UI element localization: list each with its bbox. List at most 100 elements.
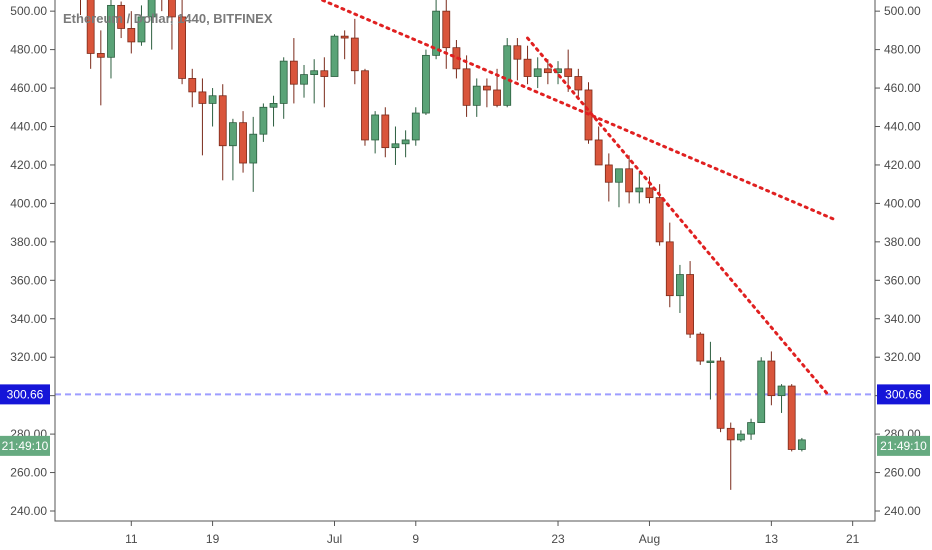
candle-up [330, 34, 339, 77]
plot-frame [54, 0, 876, 522]
candle-down [117, 1, 126, 39]
candle-up [107, 0, 115, 79]
candle-body [137, 16, 146, 43]
y-tick-label-right: 320.00 [884, 350, 921, 364]
candles [80, 0, 806, 490]
candle-body [96, 53, 105, 58]
candle-body [432, 10, 441, 56]
candle-up [371, 111, 380, 154]
x-tick-label: Aug [639, 532, 660, 546]
candle-body [107, 4, 115, 58]
candle-down [381, 107, 390, 158]
price-badges: 300.66 300.66 21:49:10 21:49:10 [0, 384, 930, 456]
y-tick-label-left: 320.00 [10, 350, 47, 364]
price-level-badge-right-text: 300.66 [885, 387, 922, 401]
candle-body [300, 74, 308, 85]
candle-down [168, 0, 176, 50]
candle-body [615, 168, 623, 183]
candle-body [625, 168, 634, 193]
candle-body [320, 70, 329, 77]
candle-down [198, 78, 207, 156]
candle-body [340, 35, 349, 39]
candle-up [269, 95, 278, 127]
trendline-dotted [526, 36, 829, 396]
candle-up [533, 57, 542, 89]
y-tick-label-left: 240.00 [10, 504, 47, 518]
countdown-badge-right-bg [877, 435, 930, 456]
y-tick-label-left: 360.00 [10, 273, 47, 287]
price-level-badge-right-bg [877, 384, 930, 405]
candle-body [178, 16, 187, 79]
y-tick-label-right: 240.00 [884, 504, 921, 518]
candle-down [361, 68, 369, 146]
candle-up [310, 59, 319, 104]
candle-body [503, 45, 512, 106]
candle-body [482, 85, 491, 91]
countdown-badge-left-text: 21:49:10 [2, 439, 49, 453]
candle-down [716, 357, 725, 433]
candle-down [513, 38, 522, 81]
candle-body [604, 164, 613, 183]
candle-up [706, 341, 715, 400]
candle-up [472, 78, 481, 117]
candle-down [86, 0, 95, 69]
y-tick-label-left: 480.00 [10, 43, 47, 57]
candle-up [147, 0, 156, 50]
candle-body [594, 139, 603, 166]
candle-body [737, 433, 745, 441]
candle-body [645, 187, 654, 199]
candle-body [797, 439, 806, 450]
candle-down [80, 0, 81, 15]
y-tick-label-right: 400.00 [884, 196, 921, 210]
y-tick-label-left: 460.00 [10, 81, 47, 95]
candle-body [533, 68, 542, 77]
candle-body [767, 360, 776, 397]
candle-down [604, 153, 613, 202]
candle-body [462, 68, 471, 106]
candle-body [86, 0, 95, 54]
y-tick-label-right: 480.00 [884, 43, 921, 57]
candle-up [300, 64, 308, 98]
axes: 240.00240.00260.00260.00280.00280.00300.… [10, 4, 921, 546]
y-tick-label-right: 380.00 [884, 235, 921, 249]
candle-body [574, 76, 583, 91]
candle-down [594, 126, 603, 166]
chart-title: Ethereum / Dollar, 1440, BITFINEX [63, 11, 273, 26]
candle-down [645, 176, 654, 204]
candle-body [381, 114, 390, 149]
candle-body [726, 427, 735, 441]
candle-body [228, 122, 237, 147]
candle-body [249, 133, 258, 164]
candle-body [422, 54, 430, 114]
candle-body [543, 68, 552, 74]
candle-down [665, 222, 674, 308]
candle-up [432, 0, 441, 60]
candle-body [168, 0, 176, 18]
candle-down [178, 0, 187, 85]
candle-down [161, 0, 163, 12]
candle-body [391, 143, 400, 149]
candle-down [787, 384, 796, 452]
price-level-badge-left-text: 300.66 [7, 387, 44, 401]
countdown-badge-left-bg [0, 435, 50, 456]
candle-body [747, 422, 755, 435]
candle-up [228, 118, 237, 181]
candle-down [96, 30, 105, 106]
candle-body [787, 385, 796, 450]
y-tick-label-left: 440.00 [10, 120, 47, 134]
y-tick-label-left: 260.00 [10, 466, 47, 480]
candle-down [289, 38, 298, 104]
candle-body [350, 37, 359, 72]
candle-body [442, 10, 451, 49]
y-tick-label-left: 420.00 [10, 158, 47, 172]
candle-up [137, 5, 146, 46]
candle-down [350, 18, 359, 85]
candle-body [188, 78, 197, 93]
candle-down [462, 55, 471, 117]
x-tick-label: 11 [125, 532, 138, 546]
candle-body [361, 70, 369, 141]
y-tick-label-left: 340.00 [10, 312, 47, 326]
y-tick-label-right: 340.00 [884, 312, 921, 326]
candle-body [411, 112, 420, 141]
